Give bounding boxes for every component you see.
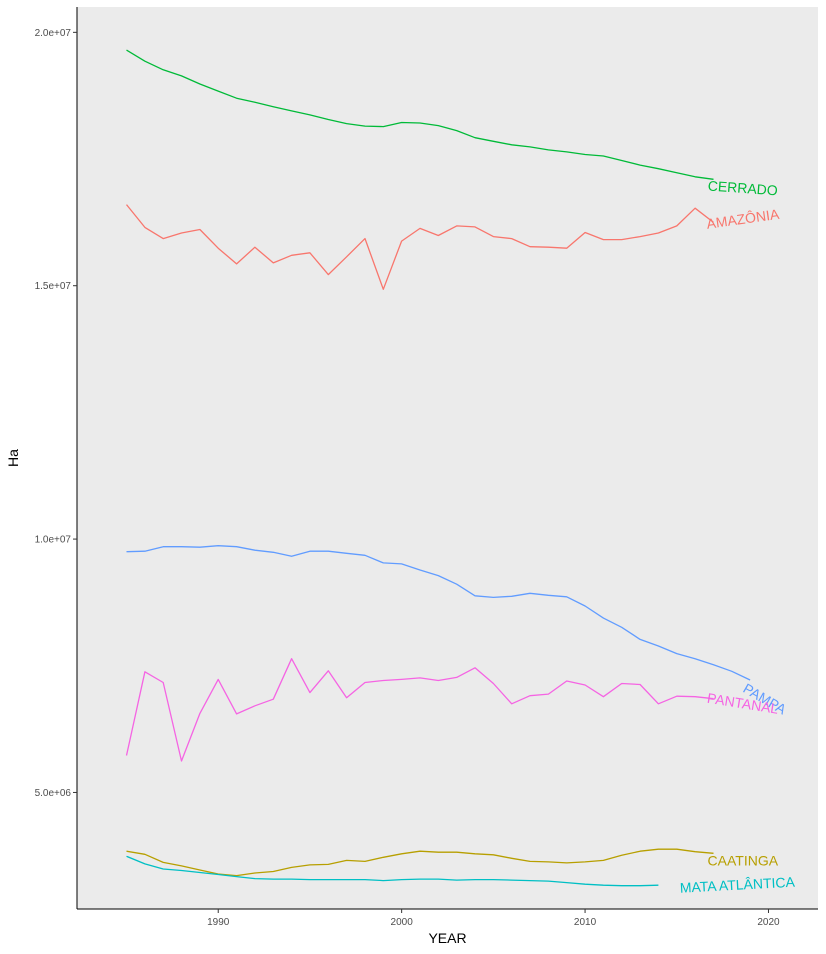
y-tick-label: 1.5e+07 <box>35 281 72 292</box>
x-axis-title: YEAR <box>428 930 466 946</box>
series-line-pampa <box>126 545 751 681</box>
series-line-amazonia <box>125 204 714 290</box>
y-tick-label: 5.0e+06 <box>35 788 72 799</box>
series-line-cerrado <box>126 49 714 180</box>
x-tick-label: 2010 <box>574 917 597 928</box>
series-label-cerrado: CERRADO <box>707 177 778 198</box>
series-label-mata-atlantica: MATA ATLÂNTICA <box>679 874 795 896</box>
x-tick-label: 1990 <box>207 917 230 928</box>
y-axis-title: Ha <box>5 449 21 467</box>
x-tick-label: 2000 <box>391 917 414 928</box>
x-axis-ticks: 1990 2000 2010 2020 <box>207 909 780 928</box>
series-line-pantanal <box>125 658 714 762</box>
series-layer <box>125 49 751 887</box>
panel-background <box>77 7 818 909</box>
series-line-caatinga <box>126 848 714 877</box>
x-tick-label: 2020 <box>757 917 780 928</box>
y-axis-ticks: 5.0e+06 1.0e+07 1.5e+07 2.0e+07 <box>35 28 77 799</box>
y-tick-label: 1.0e+07 <box>35 535 72 546</box>
y-tick-label: 2.0e+07 <box>35 28 72 39</box>
series-label-caatinga: CAATINGA <box>708 852 779 868</box>
series-line-mata-atlantica <box>126 855 659 887</box>
